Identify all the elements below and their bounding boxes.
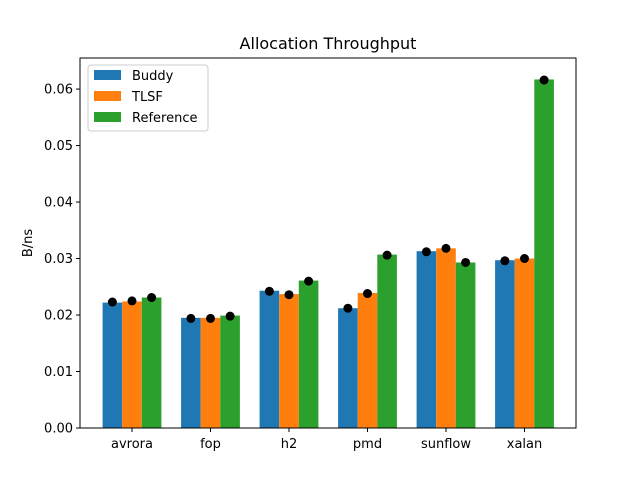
x-tick-label-xalan: xalan <box>507 437 542 452</box>
marker-reference-pmd <box>382 250 392 260</box>
marker-tlsf-h2 <box>284 290 294 300</box>
marker-tlsf-sunflow <box>441 243 451 253</box>
bar-buddy-pmd <box>338 308 358 428</box>
x-tick-label-fop: fop <box>200 437 221 452</box>
legend-label-tlsf: TLSF <box>131 90 163 105</box>
legend-swatch-reference <box>94 112 121 122</box>
x-tick-label-h2: h2 <box>281 437 298 452</box>
legend: Buddy TLSF Reference <box>87 64 209 132</box>
bar-buddy-avrora <box>102 302 123 428</box>
bar-buddy-h2 <box>259 290 280 428</box>
marker-reference-avrora <box>147 293 157 303</box>
bar-tlsf-fop <box>200 317 221 428</box>
bar-reference-xalan <box>534 79 554 428</box>
x-tick-label-sunflow: sunflow <box>421 437 471 452</box>
legend-swatch-tlsf <box>94 91 121 101</box>
plot-frame <box>79 57 577 429</box>
marker-reference-h2 <box>304 276 314 286</box>
bar-tlsf-xalan <box>514 258 535 428</box>
marker-buddy-xalan <box>500 256 510 266</box>
marker-tlsf-pmd <box>363 289 372 299</box>
bar-buddy-xalan <box>495 260 515 428</box>
bar-tlsf-pmd <box>357 292 378 428</box>
x-axis: avrora fop h2 pmd sunflow xalan <box>111 428 542 452</box>
bar-tlsf-avrora <box>122 301 142 428</box>
bar-tlsf-sunflow <box>436 248 456 428</box>
marker-buddy-pmd <box>343 303 353 313</box>
marker-tlsf-xalan <box>520 254 529 264</box>
legend-swatch-buddy <box>94 70 121 80</box>
marker-tlsf-avrora <box>127 296 137 306</box>
chart-title: Allocation Throughput <box>240 34 417 53</box>
x-tick-label-pmd: pmd <box>353 437 382 452</box>
y-tick-label: 0.01 <box>44 365 73 380</box>
y-tick-label: 0.06 <box>44 83 73 98</box>
legend-label-buddy: Buddy <box>132 69 174 84</box>
y-tick-label: 0.00 <box>44 422 73 437</box>
marker-reference-fop <box>225 311 235 321</box>
marker-buddy-h2 <box>264 286 274 296</box>
marker-buddy-fop <box>186 313 196 323</box>
bar-reference-h2 <box>298 280 319 428</box>
bars-group <box>102 79 554 428</box>
y-tick-label: 0.03 <box>44 252 73 267</box>
bar-reference-pmd <box>377 254 397 428</box>
bar-reference-sunflow <box>455 262 476 428</box>
bar-tlsf-h2 <box>279 294 299 428</box>
legend-label-reference: Reference <box>132 111 197 126</box>
bar-reference-avrora <box>141 297 162 428</box>
marker-reference-xalan <box>539 75 549 85</box>
y-tick-label: 0.02 <box>44 309 73 324</box>
bar-buddy-fop <box>181 317 201 428</box>
y-axis: 0.00 0.01 0.02 0.03 0.04 0.05 0.06 <box>44 83 80 437</box>
y-tick-label: 0.05 <box>44 139 73 154</box>
y-tick-label: 0.04 <box>44 196 73 211</box>
x-tick-label-avrora: avrora <box>111 437 153 452</box>
marker-tlsf-fop <box>206 313 215 323</box>
marker-buddy-sunflow <box>421 247 431 257</box>
marker-reference-sunflow <box>461 257 471 267</box>
y-axis-label: B/ns <box>21 229 36 258</box>
marker-buddy-avrora <box>107 297 117 307</box>
markers-group <box>107 75 549 323</box>
bar-buddy-sunflow <box>416 251 437 428</box>
bar-reference-fop <box>220 315 240 428</box>
